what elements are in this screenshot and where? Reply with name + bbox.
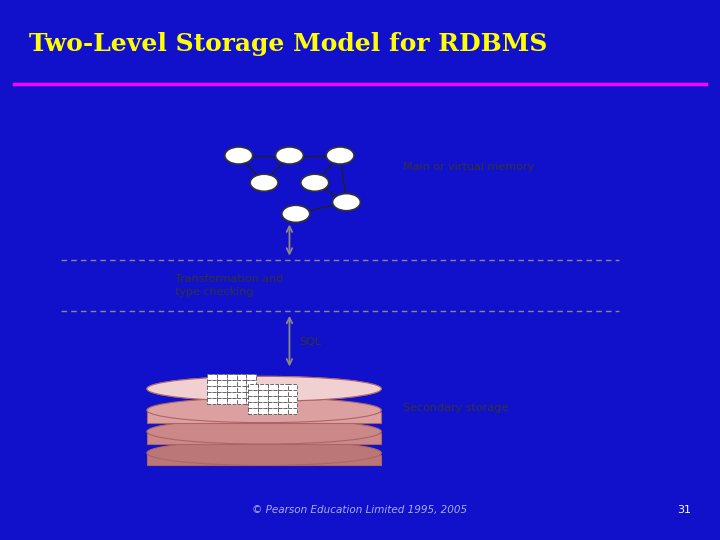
Text: Main or virtual memory: Main or virtual memory [403,162,535,172]
Bar [268,396,278,402]
Bar [207,374,217,380]
Text: SQL: SQL [299,337,321,347]
Ellipse shape [147,441,382,465]
Text: Transformation and
type checking: Transformation and type checking [176,274,284,298]
Bar [246,392,256,399]
Text: Two-Level Storage Model for RDBMS: Two-Level Storage Model for RDBMS [29,32,547,56]
Ellipse shape [147,376,382,401]
Text: © Pearson Education Limited 1995, 2005: © Pearson Education Limited 1995, 2005 [253,505,467,515]
Circle shape [333,194,361,211]
Bar [207,386,217,392]
Circle shape [282,205,310,222]
Bar [278,402,287,408]
Ellipse shape [147,398,382,423]
Bar [217,386,227,392]
Bar [246,374,256,380]
Bar [246,386,256,392]
Bar [258,384,268,390]
Bar [237,374,246,380]
Bar [237,380,246,386]
Circle shape [326,147,354,164]
Text: 31: 31 [678,505,691,515]
Bar [207,392,217,399]
Bar [227,374,237,380]
Bar [246,399,256,404]
Bar [268,390,278,396]
Bar [248,408,258,414]
Bar [278,384,287,390]
Bar [258,402,268,408]
FancyBboxPatch shape [147,412,382,423]
Bar [248,390,258,396]
Bar [258,390,268,396]
Bar [237,399,246,404]
Bar [248,402,258,408]
Bar [287,402,297,408]
Bar [227,399,237,404]
Bar [227,380,237,386]
Bar [246,380,256,386]
Bar [217,380,227,386]
Bar [287,390,297,396]
Bar [227,392,237,399]
FancyBboxPatch shape [147,433,382,444]
Bar [207,380,217,386]
Bar [268,408,278,414]
Bar [248,384,258,390]
Bar [258,396,268,402]
Bar [258,408,268,414]
Circle shape [276,147,303,164]
Bar [248,396,258,402]
Bar [268,402,278,408]
Ellipse shape [147,419,382,444]
Circle shape [301,174,329,191]
Bar [278,390,287,396]
Bar [287,396,297,402]
Bar [287,408,297,414]
Bar [278,408,287,414]
Bar [207,399,217,404]
FancyBboxPatch shape [147,455,382,465]
Bar [217,392,227,399]
Text: Secondary storage: Secondary storage [403,403,508,413]
Bar [227,386,237,392]
Ellipse shape [147,376,382,401]
Circle shape [225,147,253,164]
Bar [268,384,278,390]
Bar [237,392,246,399]
Bar [287,384,297,390]
Circle shape [250,174,278,191]
Bar [237,386,246,392]
Bar [278,396,287,402]
Bar [217,374,227,380]
Bar [217,399,227,404]
